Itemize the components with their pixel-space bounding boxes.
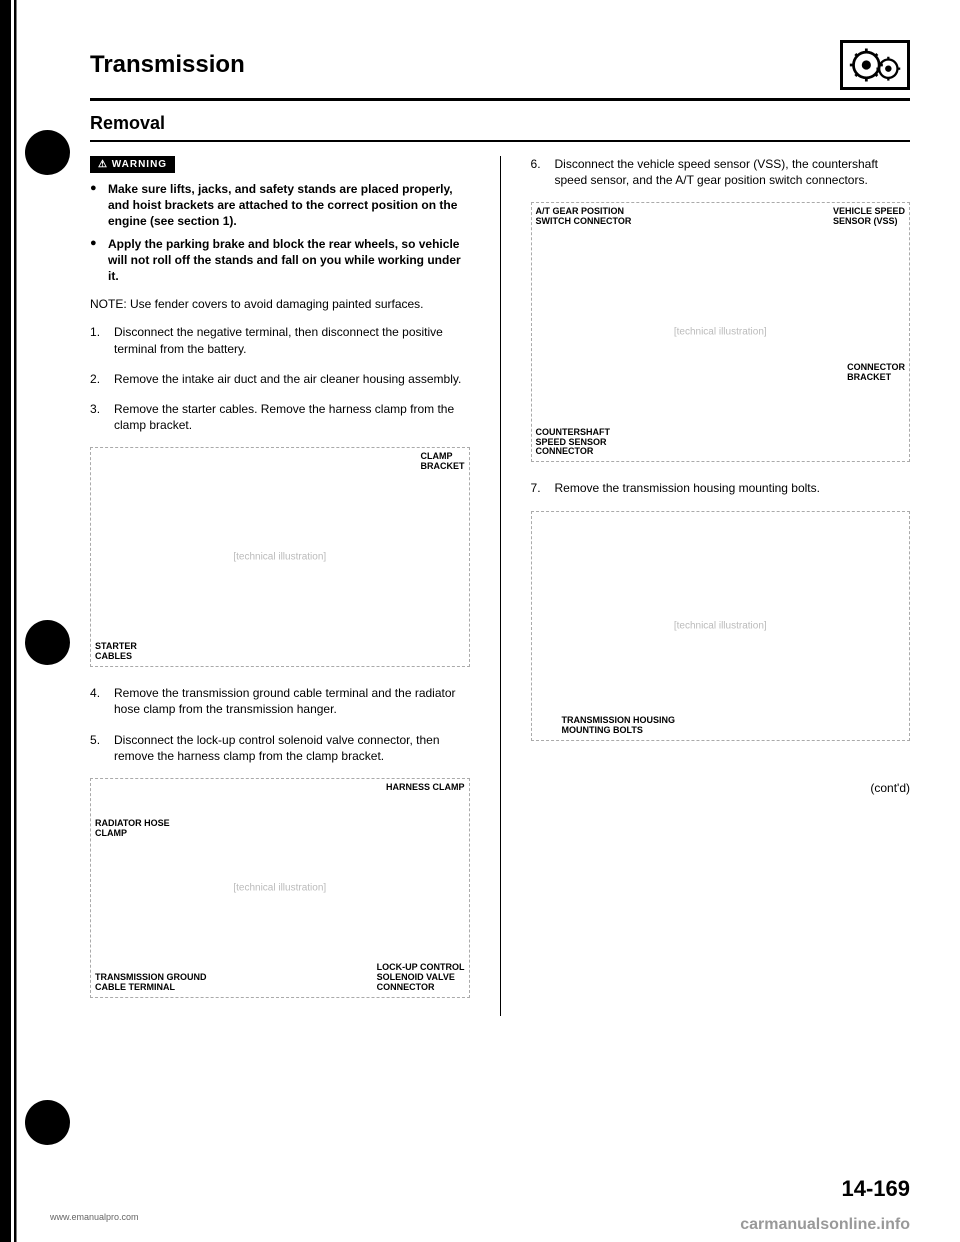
figure-label: HARNESS CLAMP	[386, 783, 465, 793]
step-item: Disconnect the negative terminal, then d…	[90, 324, 470, 356]
steps-list-3: Disconnect the vehicle speed sensor (VSS…	[531, 156, 911, 188]
step-item: Disconnect the vehicle speed sensor (VSS…	[531, 156, 911, 188]
steps-list-1: Disconnect the negative terminal, then d…	[90, 324, 470, 433]
figure-placeholder: [technical illustration]	[674, 327, 767, 338]
section-title: Removal	[90, 113, 910, 142]
warning-bullet: Make sure lifts, jacks, and safety stand…	[90, 181, 470, 230]
step-item: Remove the transmission housing mounting…	[531, 480, 911, 496]
figure-label: RADIATOR HOSE CLAMP	[95, 819, 170, 839]
step-item: Remove the intake air duct and the air c…	[90, 371, 470, 387]
warning-bullets: Make sure lifts, jacks, and safety stand…	[90, 181, 470, 284]
figure-2: [technical illustration] HARNESS CLAMP RA…	[90, 778, 470, 998]
figure-label: CLAMP BRACKET	[421, 452, 465, 472]
figure-label: VEHICLE SPEED SENSOR (VSS)	[833, 207, 905, 227]
page-number: 14-169	[841, 1176, 910, 1202]
warning-bullet: Apply the parking brake and block the re…	[90, 236, 470, 285]
steps-list-4: Remove the transmission housing mounting…	[531, 480, 911, 496]
figure-label: CONNECTOR BRACKET	[847, 363, 905, 383]
footer-url: www.emanualpro.com	[50, 1212, 139, 1222]
figure-placeholder: [technical illustration]	[674, 620, 767, 631]
figure-3: [technical illustration] A/T GEAR POSITI…	[531, 202, 911, 462]
note-text: NOTE: Use fender covers to avoid damagin…	[90, 296, 470, 312]
figure-label: A/T GEAR POSITION SWITCH CONNECTOR	[536, 207, 632, 227]
figure-1: [technical illustration] CLAMP BRACKET ST…	[90, 447, 470, 667]
figure-4: [technical illustration] TRANSMISSION HO…	[531, 511, 911, 741]
page-header: Transmission	[90, 40, 910, 101]
watermark: carmanualsonline.info	[740, 1216, 910, 1234]
continued-label: (cont'd)	[531, 781, 911, 795]
right-column: Disconnect the vehicle speed sensor (VSS…	[531, 156, 911, 1016]
step-item: Remove the starter cables. Remove the ha…	[90, 401, 470, 433]
page-title: Transmission	[90, 51, 245, 79]
figure-placeholder: [technical illustration]	[233, 552, 326, 563]
steps-list-2: Remove the transmission ground cable ter…	[90, 685, 470, 764]
figure-label: TRANSMISSION HOUSING MOUNTING BOLTS	[562, 716, 676, 736]
figure-placeholder: [technical illustration]	[233, 883, 326, 894]
gear-icon	[840, 40, 910, 90]
column-divider	[500, 156, 501, 1016]
figure-label: COUNTERSHAFT SPEED SENSOR CONNECTOR	[536, 428, 611, 458]
warning-label: ⚠ WARNING	[90, 156, 175, 173]
figure-label: TRANSMISSION GROUND CABLE TERMINAL	[95, 973, 207, 993]
figure-label: STARTER CABLES	[95, 642, 137, 662]
step-item: Remove the transmission ground cable ter…	[90, 685, 470, 717]
figure-label: LOCK-UP CONTROL SOLENOID VALVE CONNECTOR	[377, 963, 465, 993]
left-column: ⚠ WARNING Make sure lifts, jacks, and sa…	[90, 156, 470, 1016]
step-item: Disconnect the lock-up control solenoid …	[90, 732, 470, 764]
